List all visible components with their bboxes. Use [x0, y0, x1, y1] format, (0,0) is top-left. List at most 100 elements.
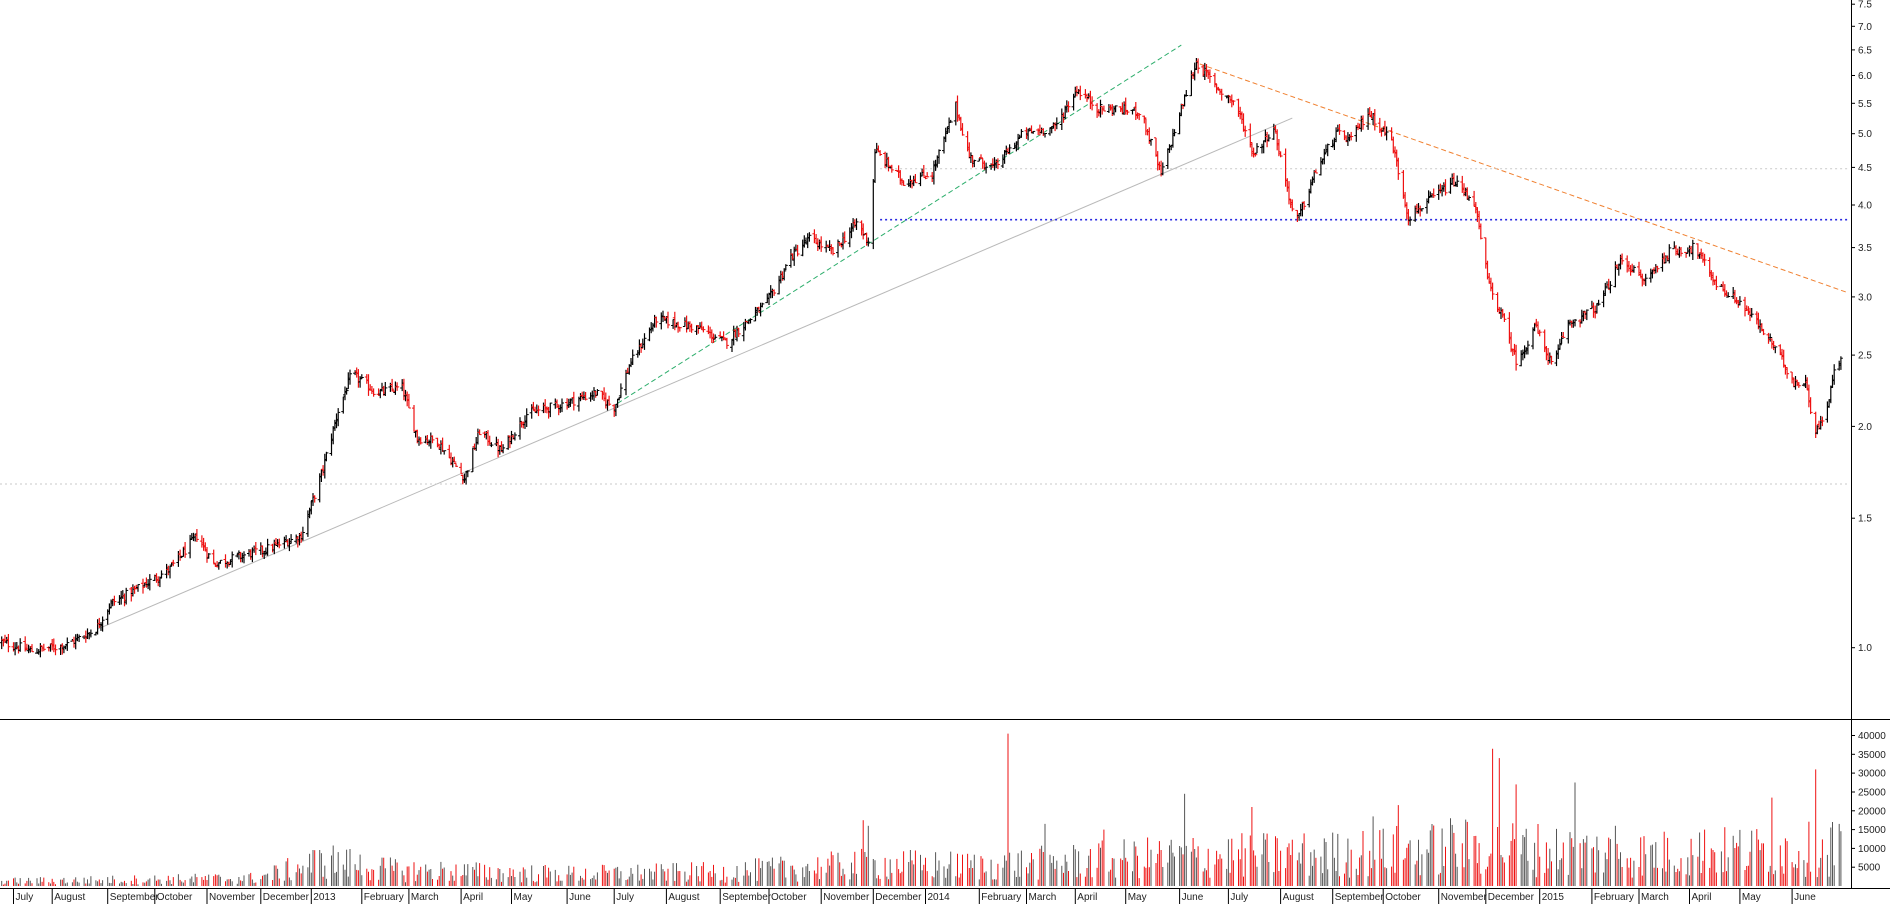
price-candle [1749, 308, 1754, 318]
price-candle [607, 395, 612, 406]
price-candle [512, 432, 517, 441]
price-candle [831, 247, 835, 256]
price-candle [1655, 265, 1660, 273]
price-candle [124, 587, 129, 605]
price-candle [807, 232, 812, 242]
price-tick-label: 6.0 [1858, 71, 1872, 82]
price-candle [736, 327, 741, 337]
price-candle [595, 389, 600, 396]
price-candle [772, 289, 777, 296]
price-tick-label: 4.0 [1858, 201, 1872, 212]
price-candle [265, 538, 270, 556]
price-candle [1832, 364, 1837, 385]
price-candle [159, 570, 164, 579]
month-label: September [1335, 892, 1385, 903]
price-candle [1608, 281, 1613, 294]
price-candle [1396, 157, 1401, 180]
price-candle [1007, 144, 1012, 154]
price-candle [1702, 253, 1707, 266]
volume-tick-label: 5000 [1858, 863, 1881, 874]
price-candle [1761, 329, 1766, 336]
price-candle [1679, 247, 1683, 257]
price-candle [1337, 124, 1342, 135]
price-candle [348, 369, 352, 385]
price-candle [1266, 134, 1271, 142]
month-label: February [1594, 892, 1634, 903]
price-candle [6, 634, 11, 653]
volume-tick-label: 30000 [1858, 769, 1886, 780]
price-candle [1768, 333, 1773, 342]
price-candle [583, 392, 588, 401]
price-candle [88, 629, 93, 638]
price-candle [1137, 113, 1142, 121]
price-candle [866, 237, 871, 247]
price-candle [77, 634, 82, 642]
price-candle [1559, 332, 1564, 345]
price-candle [571, 391, 576, 411]
price-candle [112, 595, 117, 606]
price-candle [1514, 344, 1519, 371]
price-candle [642, 333, 647, 350]
price-candle [713, 334, 718, 340]
price-candle [661, 310, 665, 322]
price-candle [639, 343, 644, 353]
price-panel [0, 44, 1848, 658]
trend-line-resistance [1199, 63, 1848, 294]
price-candle [1620, 253, 1625, 265]
price-candle [1149, 138, 1153, 146]
price-candle [1408, 216, 1413, 226]
price-candle [1090, 96, 1095, 111]
price-candle [1808, 397, 1813, 415]
price-candle [206, 553, 211, 559]
price-candle [1322, 148, 1327, 165]
price-candle [1325, 143, 1330, 157]
month-label: July [616, 892, 634, 903]
price-candle [218, 559, 223, 564]
price-candle [1771, 340, 1776, 351]
month-label: March [1641, 892, 1669, 903]
price-candle [312, 495, 317, 503]
volume-tick-label: 35000 [1858, 750, 1886, 761]
volume-tick-label: 20000 [1858, 806, 1886, 817]
price-candle [1160, 162, 1165, 176]
month-label: October [771, 892, 807, 903]
price-candle [359, 374, 364, 379]
month-label: May [514, 892, 533, 903]
month-label: September [110, 892, 160, 903]
month-label: June [1182, 892, 1204, 903]
price-candle [689, 323, 694, 333]
price-tick-label: 5.0 [1858, 129, 1872, 140]
price-candle [1796, 382, 1801, 388]
price-candle [442, 450, 447, 455]
month-label: April [1077, 892, 1097, 903]
price-candle [548, 402, 553, 418]
trend-line-support-steep [617, 44, 1182, 404]
price-candle [783, 264, 788, 271]
price-candle [1537, 329, 1542, 337]
price-candle [1054, 117, 1059, 130]
price-candle [984, 162, 989, 174]
price-candle [1172, 129, 1177, 137]
month-label: 2015 [1542, 892, 1565, 903]
price-candle [1243, 125, 1248, 137]
price-candle [536, 405, 541, 417]
price-tick-label: 7.5 [1858, 0, 1872, 11]
month-label: June [1794, 892, 1816, 903]
month-label: October [1385, 892, 1421, 903]
month-label: August [1283, 892, 1314, 903]
month-label: March [411, 892, 439, 903]
price-tick-label: 1.5 [1858, 514, 1872, 525]
price-candle [1207, 69, 1212, 83]
volume-panel [1, 733, 1842, 886]
price-candle [1372, 109, 1377, 131]
price-candle [1019, 129, 1024, 138]
price-tick-label: 3.5 [1858, 243, 1872, 254]
price-candle [560, 398, 564, 413]
price-tick-label: 1.0 [1858, 643, 1872, 654]
price-candle [524, 408, 529, 427]
price-candle [65, 637, 70, 651]
price-candle [1361, 115, 1365, 130]
price-candle [854, 218, 859, 230]
price-candle [592, 387, 596, 401]
